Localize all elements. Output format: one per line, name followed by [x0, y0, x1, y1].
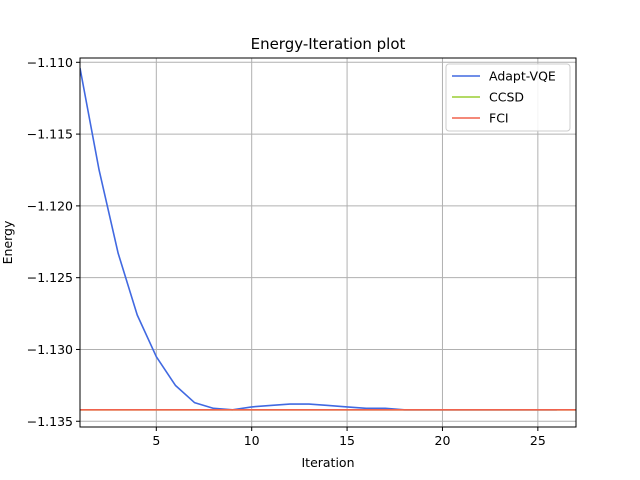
x-tick-label: 10 [244, 433, 260, 448]
y-tick-label: −1.125 [27, 270, 73, 285]
legend: Adapt-VQE CCSD FCI [445, 63, 571, 132]
y-tick-label: −1.135 [27, 414, 73, 429]
x-axis-label: Iteration [301, 455, 354, 470]
x-tick-label: 25 [530, 433, 546, 448]
grid [80, 58, 576, 427]
legend-label-ccsd: CCSD [489, 90, 524, 105]
x-tick-label: 5 [152, 433, 160, 448]
legend-label-fci: FCI [489, 111, 509, 126]
y-tick-label: −1.120 [27, 198, 73, 213]
x-tick-label: 20 [435, 433, 451, 448]
legend-label-adapt-vqe: Adapt-VQE [489, 69, 556, 84]
chart-title: Energy-Iteration plot [251, 35, 406, 53]
plot-frame [79, 57, 577, 428]
legend-box [445, 63, 571, 132]
y-tick-label: −1.110 [27, 55, 73, 70]
y-axis-label: Energy [0, 220, 15, 264]
y-tick-label: −1.130 [27, 342, 73, 357]
axis-ticks: 5 10 15 20 25 −1.110 −1.115 −1.120 −1.125 −1.130 −… [27, 55, 546, 448]
x-tick-label: 15 [339, 433, 355, 448]
y-tick-label: −1.115 [27, 127, 73, 142]
series-lines [80, 67, 576, 411]
